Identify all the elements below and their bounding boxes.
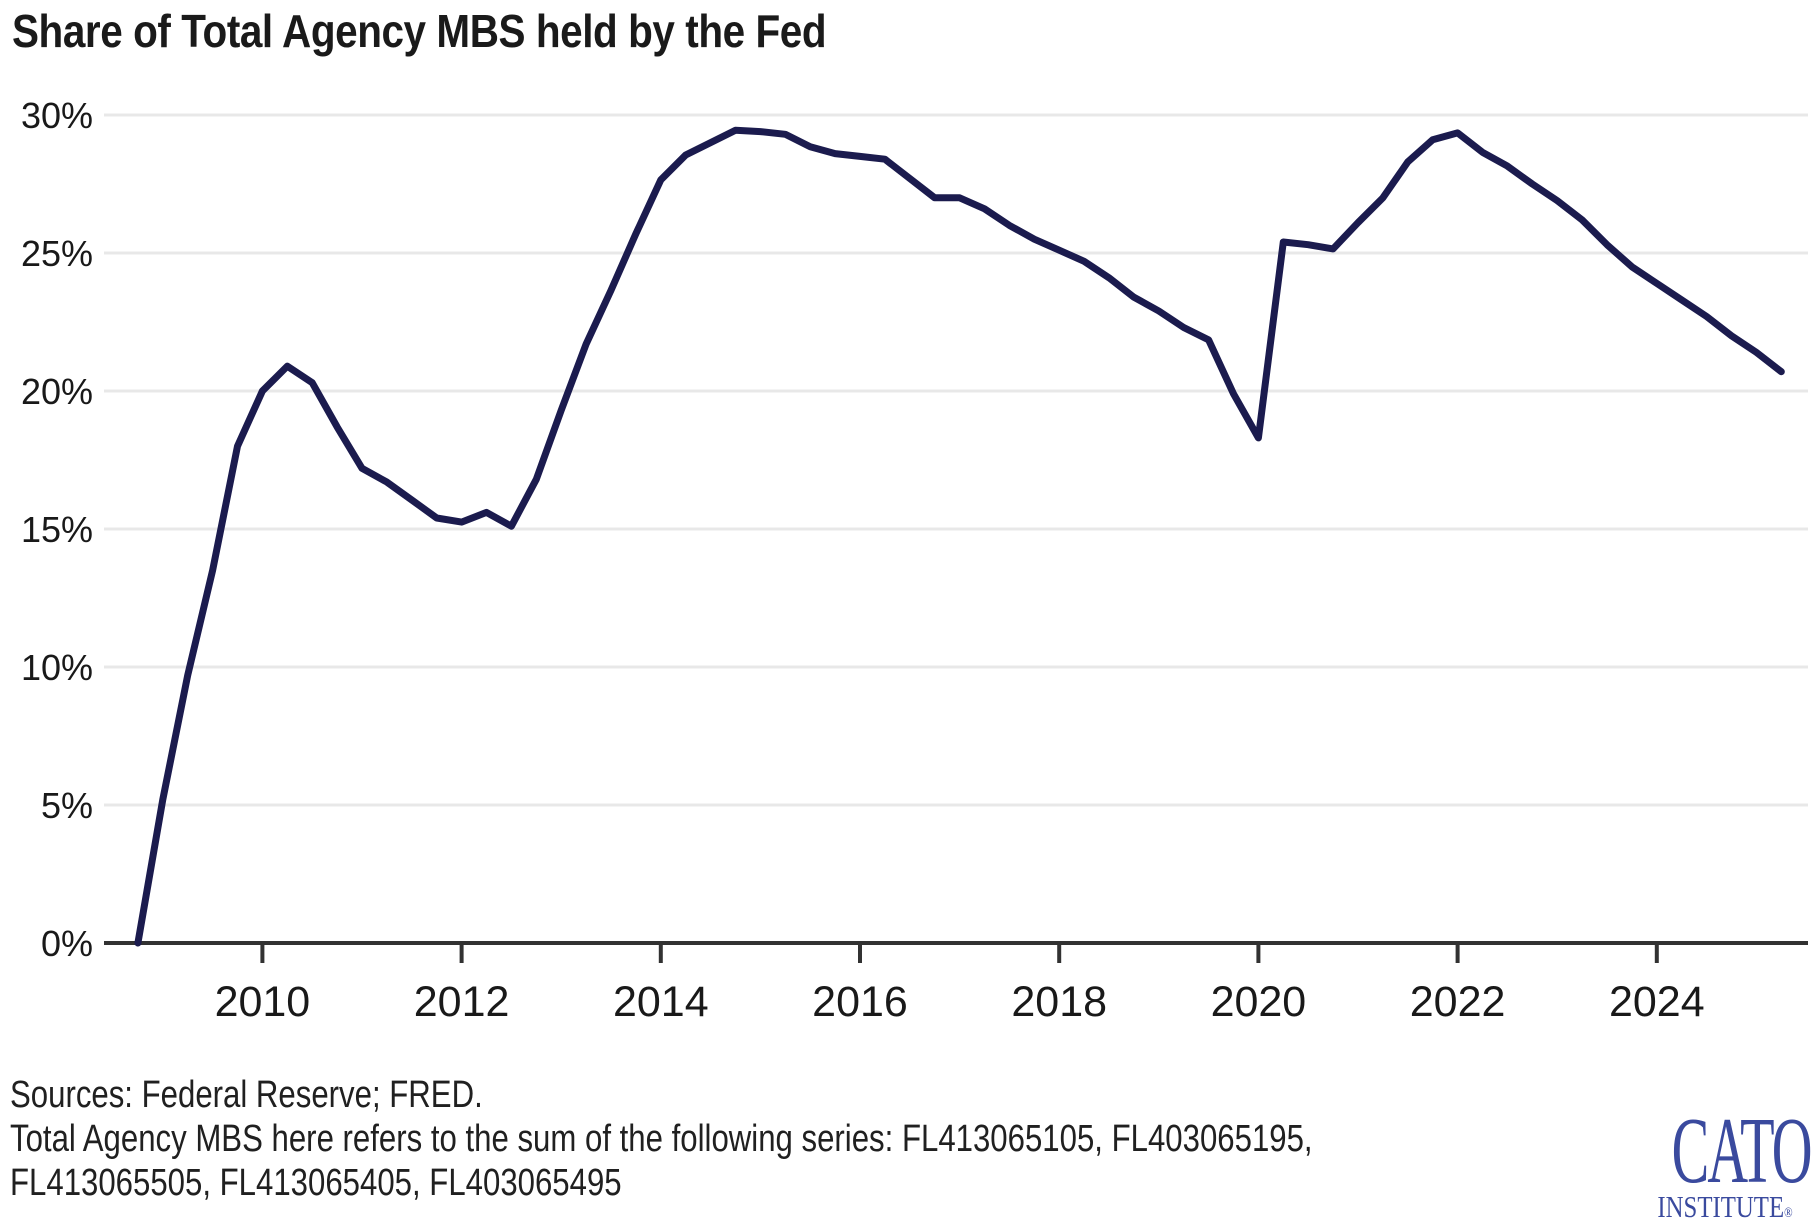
x-axis-label: 2024 [1609,978,1705,1026]
gridlines [104,113,1808,945]
y-axis-labels: 30% 25% 20% 15% 10% 5% 0% [21,95,93,964]
series-note-line2: FL413065505, FL413065405, FL403065495 [10,1162,622,1204]
x-axis-label: 2020 [1211,978,1307,1026]
registered-mark: ® [1784,1206,1793,1221]
x-axis-label: 2016 [812,978,908,1026]
y-axis-label: 30% [21,95,93,136]
sources-note: Sources: Federal Reserve; FRED. [10,1074,483,1116]
x-axis-label: 2018 [1011,978,1107,1026]
y-axis-label: 15% [21,509,93,550]
x-axis-label: 2014 [613,978,709,1026]
series-note-line1: Total Agency MBS here refers to the sum … [10,1118,1313,1160]
y-axis-label: 0% [41,923,93,964]
chart-title: Share of Total Agency MBS held by the Fe… [12,5,827,57]
x-axis-ticks-and-labels: 2010 2012 2014 2016 2018 2020 2022 2024 [215,945,1705,1026]
cato-wordmark: CATO [1671,1099,1813,1203]
plot-area: 30% 25% 20% 15% 10% 5% 0% 2010 2012 2014 2016 2018… [21,95,1808,1026]
cato-subtext: INSTITUTE® [1657,1189,1793,1224]
y-axis-label: 25% [21,233,93,274]
x-axis-label: 2010 [215,978,311,1026]
cato-institute-logo: CATO INSTITUTE® [1636,1099,1814,1230]
y-axis-label: 20% [21,371,93,412]
y-axis-label: 5% [41,785,93,826]
x-axis-label: 2012 [414,978,510,1026]
data-line-fed-mbs-share [134,126,1785,947]
y-axis-label: 10% [21,647,93,688]
x-axis-label: 2022 [1410,978,1506,1026]
